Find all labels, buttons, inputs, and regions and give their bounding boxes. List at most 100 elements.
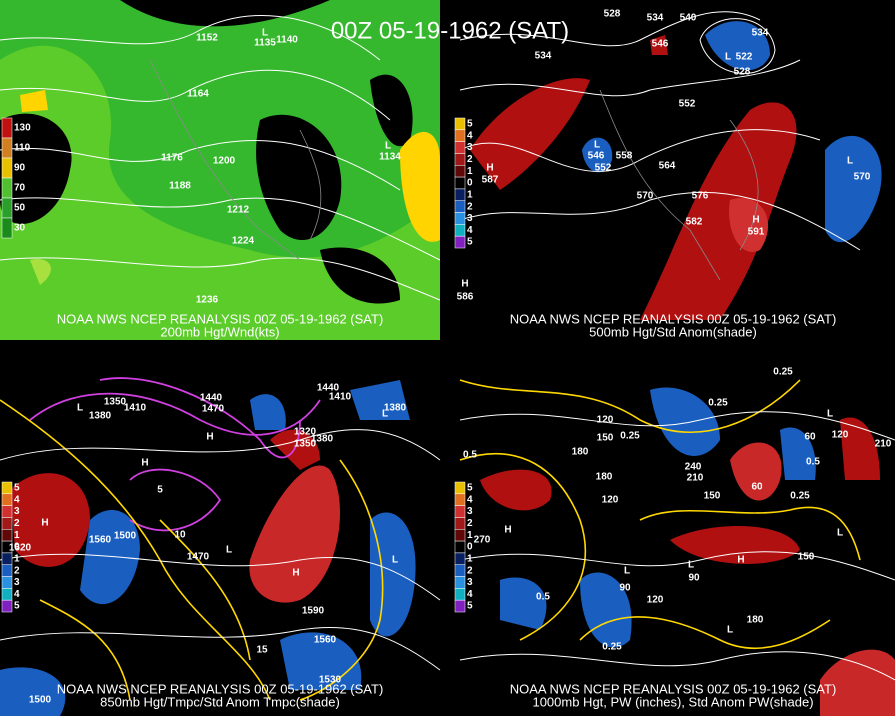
colorbar-swatch xyxy=(454,588,466,601)
contour-label: 534 xyxy=(752,28,769,39)
colorbar-swatch xyxy=(454,188,466,201)
colorbar-label: 2 xyxy=(14,518,20,529)
colorbar-label: 3 xyxy=(467,577,473,588)
contour-label: L xyxy=(727,625,733,636)
contour-label: 90 xyxy=(619,583,631,594)
colorbar-swatch xyxy=(1,217,13,239)
colorbar-swatch xyxy=(1,517,13,530)
colorbar-swatch xyxy=(1,137,13,159)
colorbar-label: 110 xyxy=(14,143,31,154)
contour-label: 587 xyxy=(482,175,499,186)
contour-label: 534 xyxy=(535,51,552,62)
colorbar-label: 5 xyxy=(14,483,20,494)
panel-850mb xyxy=(0,370,441,716)
contour-label: H xyxy=(292,568,299,579)
colorbar-label: 0 xyxy=(467,178,473,189)
contour-label: L xyxy=(725,52,731,63)
contour-label: 1188 xyxy=(169,181,191,192)
contour-label: 1350 xyxy=(104,397,127,408)
colorbar-swatch xyxy=(1,552,13,565)
contour-label: 1152 xyxy=(196,33,218,44)
contour-label: 586 xyxy=(457,292,474,303)
contour-label: H xyxy=(737,555,744,566)
caption: NOAA NWS NCEP REANALYSIS 00Z 05-19-1962 … xyxy=(510,681,837,696)
colorbar-swatch xyxy=(454,129,466,142)
contour-label: 522 xyxy=(736,52,753,63)
contour-label: 1176 xyxy=(161,153,183,164)
contour-label: 540 xyxy=(680,13,697,24)
contour-label: L xyxy=(262,28,268,39)
colorbar-label: 2 xyxy=(467,154,473,165)
contour-label: 1380 xyxy=(89,411,112,422)
contour-label: 1440 xyxy=(200,393,223,404)
colorbar-label: 4 xyxy=(467,225,473,236)
contour-label: 1236 xyxy=(196,295,219,306)
contour-label: 534 xyxy=(647,13,664,24)
contour-label: 60 xyxy=(804,432,816,443)
panel-1000mb xyxy=(453,370,895,716)
contour-label: 0.25 xyxy=(620,431,640,442)
contour-label: 1470 xyxy=(202,404,225,415)
contour-label: 5 xyxy=(157,485,163,496)
contour-label: 150 xyxy=(597,433,614,444)
panel-500mb xyxy=(453,0,895,340)
colorbar-label: 4 xyxy=(14,589,20,600)
colorbar-label: 2 xyxy=(467,201,473,212)
colorbar-swatch xyxy=(454,141,466,154)
contour-label: L xyxy=(226,545,232,556)
contour-label: 210 xyxy=(875,439,892,450)
contour-label: 150 xyxy=(798,552,815,563)
contour-label: 210 xyxy=(687,473,704,484)
colorbar-swatch xyxy=(454,176,466,190)
contour-label: L xyxy=(688,560,694,571)
colorbar-label: 2 xyxy=(467,518,473,529)
contour-label: L xyxy=(847,156,853,167)
contour-label: 1350 xyxy=(294,439,317,450)
contour-label: H xyxy=(461,279,468,290)
contour-label: 1164 xyxy=(187,89,209,100)
contour-label: 90 xyxy=(688,573,700,584)
colorbar-swatch xyxy=(1,505,13,518)
colorbar-label: 1 xyxy=(14,530,20,541)
contour-label: 570 xyxy=(854,172,871,183)
contour-label: 1590 xyxy=(302,606,325,617)
contour-label: 0.5 xyxy=(536,592,550,603)
colorbar-swatch xyxy=(454,529,466,542)
colorbar-label: 1 xyxy=(467,530,473,541)
contour-label: 0.25 xyxy=(602,642,622,653)
caption: 1000mb Hgt, PW (inches), Std Anom PW(sha… xyxy=(532,694,813,709)
contour-label: 1560 xyxy=(89,535,112,546)
colorbar-swatch xyxy=(1,493,13,506)
colorbar-label: 4 xyxy=(14,494,20,505)
caption: 200mb Hgt/Wnd(kts) xyxy=(160,324,279,339)
colorbar-swatch xyxy=(454,493,466,506)
colorbar-label: 4 xyxy=(467,589,473,600)
colorbar-swatch xyxy=(1,529,13,542)
colorbar-swatch xyxy=(454,540,466,554)
contour-label: 528 xyxy=(734,67,751,78)
contour-label: 0.25 xyxy=(790,491,810,502)
contour-label: 1134 xyxy=(379,152,401,163)
contour-label: 180 xyxy=(572,447,589,458)
caption: 850mb Hgt/Tmpc/Std Anom Tmpc(shade) xyxy=(100,694,340,709)
colorbar-swatch xyxy=(454,153,466,166)
contour-label: 1320 xyxy=(294,427,317,438)
colorbar-label: 5 xyxy=(467,119,473,130)
contour-label: 10 xyxy=(174,530,186,541)
contour-label: H xyxy=(486,163,493,174)
contour-label: 1200 xyxy=(213,156,236,167)
contour-label: 546 xyxy=(652,39,669,50)
contour-label: 1500 xyxy=(29,695,52,706)
caption: NOAA NWS NCEP REANALYSIS 00Z 05-19-1962 … xyxy=(510,311,837,326)
contour-label: L xyxy=(624,566,630,577)
colorbar-label: 1 xyxy=(467,166,473,177)
colorbar-swatch xyxy=(454,481,466,495)
contour-label: 120 xyxy=(602,495,619,506)
colorbar-swatch xyxy=(1,588,13,601)
contour-label: 0.25 xyxy=(708,398,728,409)
colorbar-label: 1 xyxy=(467,553,473,564)
colorbar-swatch xyxy=(454,235,466,249)
contour-label: 1410 xyxy=(124,403,147,414)
colorbar-label: 2 xyxy=(14,565,20,576)
